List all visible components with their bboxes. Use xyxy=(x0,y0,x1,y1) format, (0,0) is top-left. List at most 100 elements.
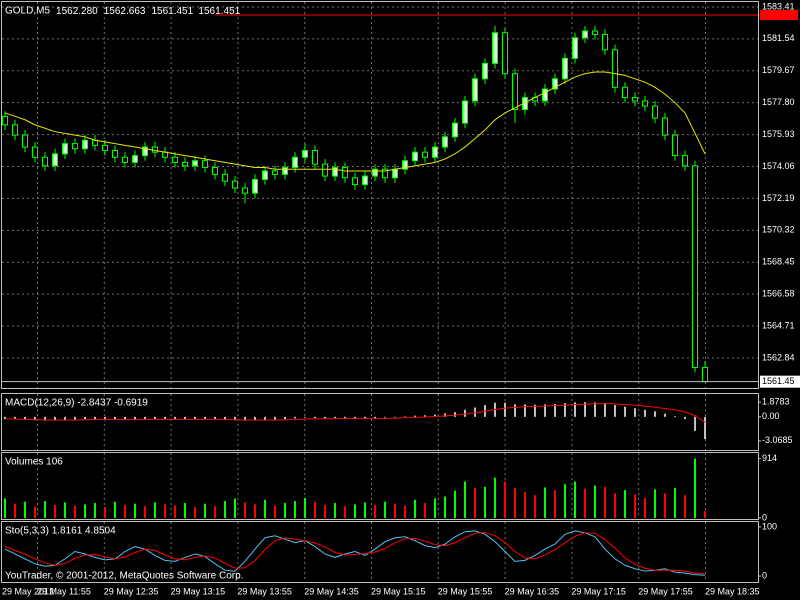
macd-bar xyxy=(4,416,6,420)
volume-bar xyxy=(124,505,126,518)
grid xyxy=(2,2,761,582)
volume-panel xyxy=(1,452,759,520)
volume-bar xyxy=(274,505,276,518)
candle-body xyxy=(142,146,148,157)
macd-bar xyxy=(304,416,306,418)
volume-bar xyxy=(364,502,366,518)
stochastic-line xyxy=(4,530,706,576)
candle-body xyxy=(472,78,478,102)
moving-average xyxy=(4,71,706,172)
candle-body xyxy=(462,100,468,124)
volume-bar xyxy=(134,503,136,518)
header-value: 1561.451 xyxy=(151,6,193,17)
candle-body xyxy=(312,149,318,165)
volume-bar xyxy=(674,488,676,518)
volume-bar xyxy=(474,488,476,518)
candle-body xyxy=(272,170,278,175)
volume-bar xyxy=(24,501,26,518)
volume-bar xyxy=(534,495,536,518)
volume-bar xyxy=(164,504,166,518)
header-value: 1562.280 xyxy=(56,6,98,17)
candle-body xyxy=(602,33,608,51)
candle-body xyxy=(672,134,678,157)
volume-bar xyxy=(314,501,316,518)
macd-bar xyxy=(214,416,216,420)
ask-label-box xyxy=(760,9,798,20)
volume-bar xyxy=(564,484,566,518)
y-tick-label: 1575.93 xyxy=(762,129,795,139)
candle-body xyxy=(2,115,8,126)
candle-body xyxy=(502,32,508,75)
volume-bar xyxy=(584,488,586,518)
candle-body xyxy=(692,165,698,369)
macd-bar xyxy=(374,416,376,419)
x-tick-label: 29 May 13:55 xyxy=(237,586,292,596)
last-price-box xyxy=(760,375,800,388)
volume-bar xyxy=(544,487,546,518)
macd-bar xyxy=(14,416,16,420)
candle-body xyxy=(382,168,388,179)
macd-bar xyxy=(704,416,706,440)
candle-body xyxy=(412,151,418,162)
candle-body xyxy=(362,175,368,186)
macd-bar xyxy=(674,416,676,417)
macd-bar xyxy=(584,402,586,417)
y-tick-label: 100 xyxy=(762,521,777,531)
macd-bar xyxy=(34,416,36,421)
candle-body xyxy=(152,146,158,153)
macd-bar xyxy=(334,416,336,419)
candle-body xyxy=(582,30,588,39)
candle-body xyxy=(442,136,448,148)
volume-bar xyxy=(144,506,146,518)
macd-bar xyxy=(434,414,436,417)
candle-body xyxy=(192,160,198,167)
y-tick-label: 1572.19 xyxy=(762,193,795,203)
macd-bar xyxy=(144,416,146,420)
y-tick-label: 1577.80 xyxy=(762,97,795,107)
macd-bar xyxy=(444,413,446,417)
volume-bar xyxy=(684,495,686,518)
volume-bar xyxy=(324,505,326,518)
macd-bar xyxy=(604,403,606,417)
volume-bar xyxy=(224,501,226,518)
macd-bar xyxy=(524,404,526,417)
volume-bar xyxy=(374,505,376,518)
y-tick-label: 1574.06 xyxy=(762,161,795,171)
volume-bar xyxy=(74,505,76,518)
candle-body xyxy=(242,187,248,194)
watermark: YouTrader, © 2001-2012, MetaQuotes Softw… xyxy=(5,571,243,582)
macd-bar xyxy=(74,416,76,420)
candle-body xyxy=(222,173,228,182)
volume-bar xyxy=(4,498,6,518)
macd-bar xyxy=(594,402,596,417)
macd-bar xyxy=(84,416,86,420)
candle-body xyxy=(322,163,328,177)
macd-bar xyxy=(694,416,696,431)
y-tick-label: 1564.71 xyxy=(762,320,795,330)
macd-bar xyxy=(384,416,386,418)
volume-bar xyxy=(504,481,506,518)
y-tick-label: 1568.45 xyxy=(762,257,795,267)
volume-bar xyxy=(14,503,16,518)
volume-bar xyxy=(104,506,106,518)
macd-bar xyxy=(274,416,276,420)
volume-bar xyxy=(54,505,56,518)
candle-body xyxy=(132,155,138,163)
candle-body xyxy=(302,149,308,158)
macd-bar xyxy=(634,408,636,417)
candle-body xyxy=(52,153,58,167)
volume-bar xyxy=(464,481,466,518)
macd-bar xyxy=(534,404,536,417)
volume-bar xyxy=(434,498,436,518)
y-tick-label: 0 xyxy=(762,512,767,522)
volume-bar xyxy=(64,502,66,518)
volume-bar xyxy=(634,494,636,518)
macd-bar xyxy=(234,416,236,421)
volume-bar xyxy=(34,506,36,518)
x-tick-label: 29 May 14:35 xyxy=(304,586,359,596)
candle-body xyxy=(402,160,408,170)
candle-body xyxy=(542,88,548,102)
y-tick-label: 1583.41 xyxy=(762,1,795,11)
macd-bar xyxy=(504,402,506,417)
